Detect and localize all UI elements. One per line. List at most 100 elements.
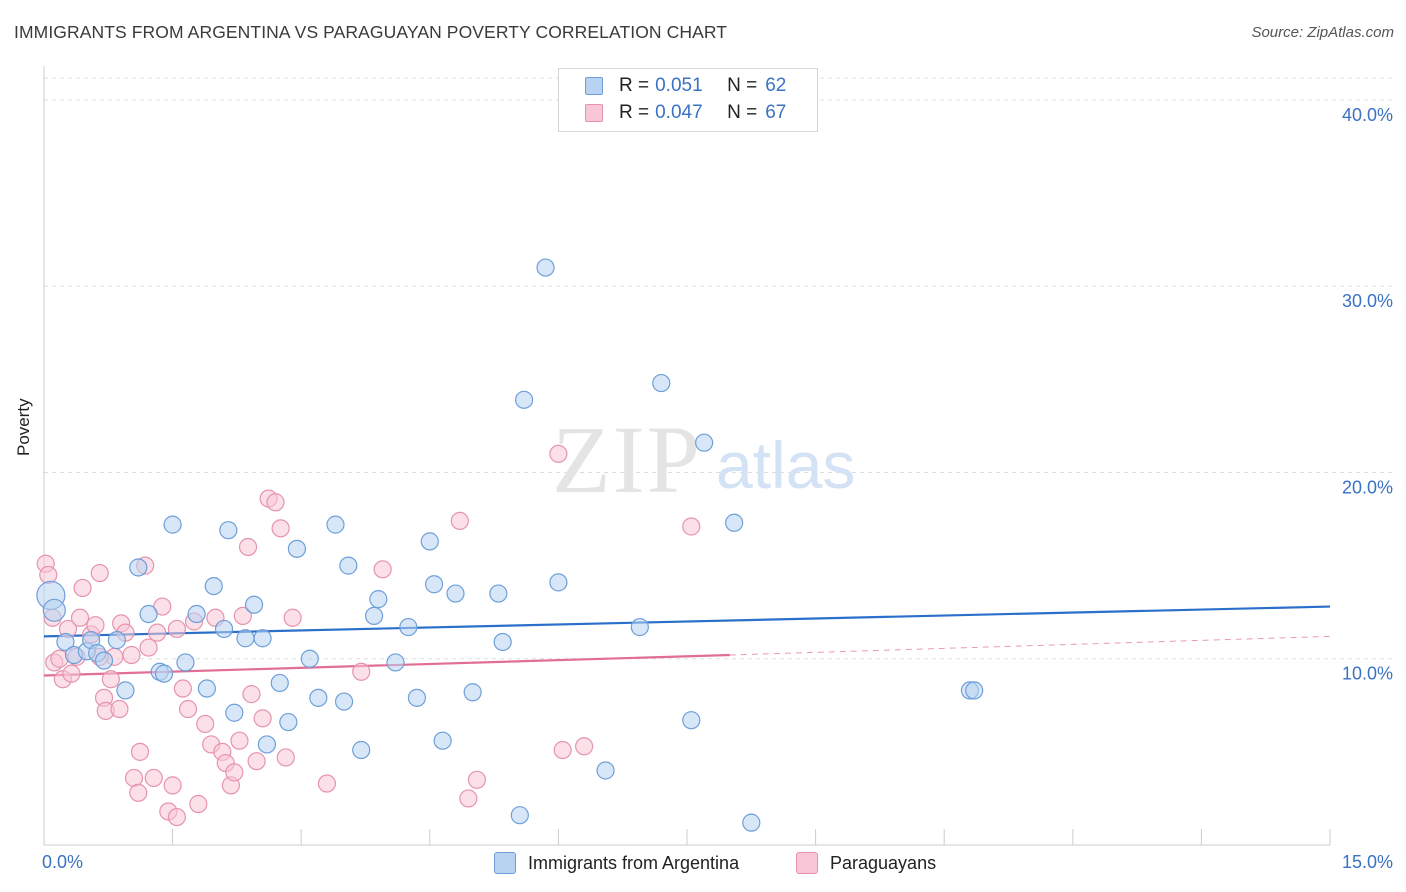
argentina-point xyxy=(116,681,135,700)
argentina-point xyxy=(107,631,126,650)
paraguayans-point xyxy=(230,731,249,750)
watermark: ZIP atlas xyxy=(552,406,855,513)
legend-row-paraguayans: R = 0.047 N = 67 xyxy=(585,100,786,126)
y-tick-label: 30.0% xyxy=(1342,291,1393,311)
paraguayans-point xyxy=(253,709,272,728)
argentina-point xyxy=(446,584,465,603)
argentina-point xyxy=(695,433,714,452)
argentina-point xyxy=(244,595,264,614)
paraguayans-point xyxy=(86,616,105,635)
paraguayans-point xyxy=(148,623,167,642)
argentina-point xyxy=(204,576,223,596)
paraguayans-point xyxy=(266,493,285,512)
argentina-point xyxy=(326,515,345,534)
argentina-point xyxy=(369,590,388,609)
paraguayans-point xyxy=(139,638,158,657)
argentina-point xyxy=(219,521,238,540)
r-label: R = xyxy=(619,102,650,123)
paraguayans-swatch xyxy=(585,104,603,122)
paraguayans-point xyxy=(101,670,120,689)
argentina-point xyxy=(334,692,354,711)
argentina-point xyxy=(399,617,418,637)
argentina-point xyxy=(965,681,984,700)
argentina-point xyxy=(386,653,405,672)
argentina-point xyxy=(515,390,534,409)
argentina-point xyxy=(352,740,371,760)
n-value: 62 xyxy=(765,75,787,96)
argentina-point xyxy=(270,673,289,693)
argentina-point xyxy=(489,584,508,603)
paraguayans-point xyxy=(167,807,186,827)
paraguayans-point xyxy=(144,768,163,788)
paraguayans-point xyxy=(173,679,192,698)
paraguayans-point xyxy=(247,752,266,771)
y-tick-label: 10.0% xyxy=(1342,664,1393,684)
argentina-legend-label: Immigrants from Argentina xyxy=(528,852,740,873)
argentina-point xyxy=(253,629,272,648)
paraguayans-point xyxy=(163,776,182,795)
argentina-point xyxy=(424,575,444,594)
y-tick-label: 20.0% xyxy=(1342,477,1393,497)
paraguayans-legend-swatch xyxy=(796,852,818,874)
argentina-point xyxy=(56,632,75,652)
argentina-point xyxy=(630,617,649,637)
paraguayans-points xyxy=(36,444,701,827)
paraguayans-point xyxy=(189,794,208,814)
argentina-point xyxy=(536,258,555,277)
argentina-point xyxy=(420,532,439,551)
paraguayans-point xyxy=(549,444,568,463)
gridlines xyxy=(44,77,1392,660)
argentina-point xyxy=(463,683,482,702)
axes xyxy=(43,66,1331,846)
n-label: N = xyxy=(727,75,758,96)
paraguayans-point xyxy=(233,606,253,625)
paraguayans-point xyxy=(124,768,144,788)
paraguayans-point xyxy=(62,664,81,683)
paraguayans-point xyxy=(373,560,392,579)
argentina-point xyxy=(725,513,744,532)
legend-item-argentina: Immigrants from Argentina xyxy=(494,852,739,874)
argentina-point xyxy=(596,761,615,780)
x-tick-max: 15.0% xyxy=(1341,852,1393,872)
paraguayans-point xyxy=(110,699,129,719)
paraguayans-point xyxy=(129,783,148,802)
argentina-point xyxy=(510,806,529,825)
paraguayans-point xyxy=(196,714,215,734)
argentina-point xyxy=(493,632,512,652)
paraguayans-point xyxy=(178,699,198,719)
y-tick-labels: 10.0% 20.0% 30.0% 40.0% xyxy=(1342,105,1393,684)
paraguayans-point xyxy=(225,763,244,782)
argentina-points xyxy=(36,258,984,832)
paraguayans-point xyxy=(682,517,701,536)
argentina-point xyxy=(309,688,328,707)
paraguayans-point xyxy=(122,645,141,665)
legend-item-paraguayans: Paraguayans xyxy=(796,852,936,874)
paraguayans-point xyxy=(73,578,92,598)
argentina-point xyxy=(339,556,358,575)
n-label: N = xyxy=(727,102,758,123)
paraguayans-trend-extension xyxy=(729,635,1331,656)
paraguayans-point xyxy=(39,565,58,585)
paraguayans-point xyxy=(90,563,109,583)
argentina-point xyxy=(652,373,671,393)
argentina-point xyxy=(742,813,761,832)
argentina-point xyxy=(176,653,195,672)
paraguayans-point xyxy=(242,685,261,704)
argentina-legend-swatch xyxy=(494,852,516,874)
argentina-point xyxy=(433,731,452,750)
argentina-point xyxy=(163,515,182,534)
paraguayans-point xyxy=(450,511,469,530)
paraguayans-point xyxy=(271,519,290,538)
paraguayans-point xyxy=(130,742,150,761)
argentina-point xyxy=(682,711,701,730)
argentina-point xyxy=(94,651,114,670)
argentina-swatch xyxy=(585,77,603,95)
argentina-point xyxy=(197,679,216,698)
paraguayans-point xyxy=(317,774,337,793)
argentina-point xyxy=(154,664,174,683)
argentina-point xyxy=(129,558,148,577)
watermark-zip: ZIP xyxy=(552,406,702,513)
argentina-point xyxy=(300,649,319,668)
paraguayans-point xyxy=(167,619,186,639)
